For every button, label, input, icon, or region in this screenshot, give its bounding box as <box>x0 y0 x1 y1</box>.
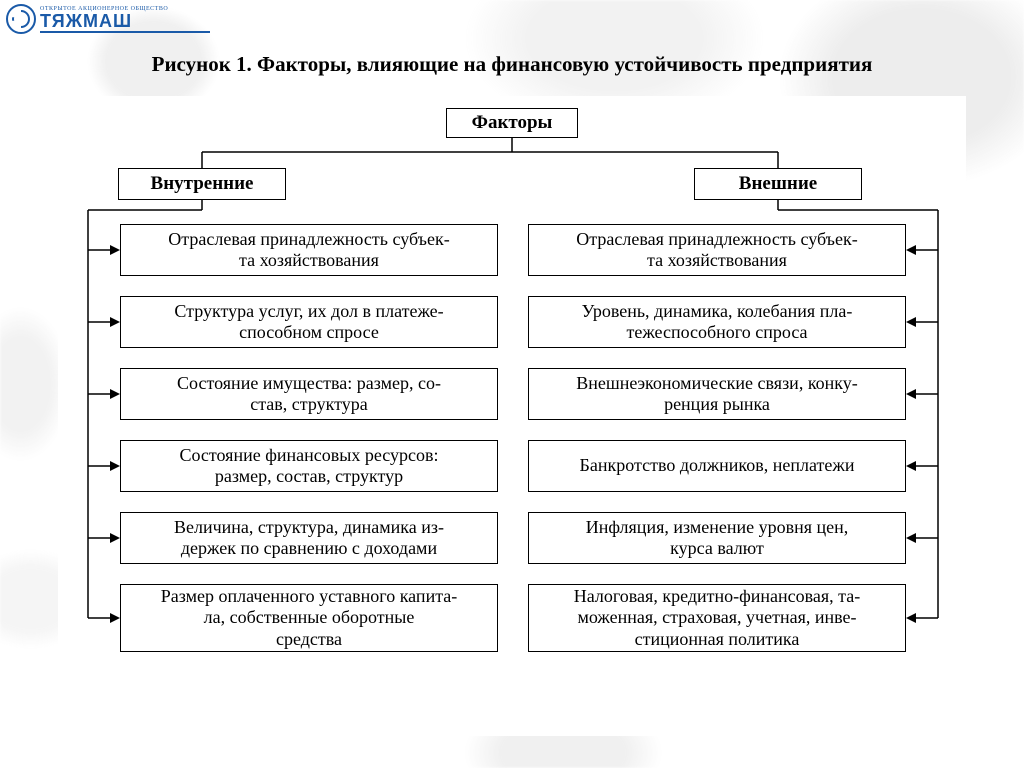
connector-lines <box>58 96 966 736</box>
logo-maintext: ТЯЖМАШ <box>40 12 210 30</box>
figure-title: Рисунок 1. Факторы, влияющие на финансов… <box>0 52 1024 77</box>
company-logo: ОТКРЫТОЕ АКЦИОНЕРНОЕ ОБЩЕСТВО ТЯЖМАШ <box>6 4 210 34</box>
logo-mark-icon <box>6 4 36 34</box>
logo-underline <box>40 31 210 33</box>
factors-diagram: ФакторыВнутренниеВнешниеОтраслевая прина… <box>58 96 966 736</box>
